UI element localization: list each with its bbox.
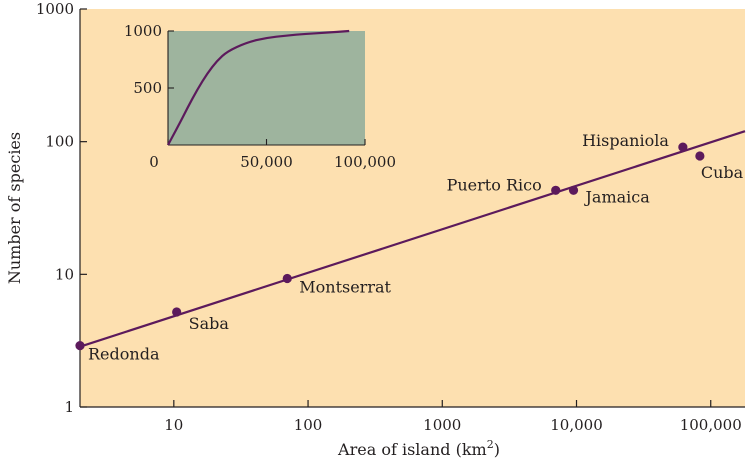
x-tick-label-10: 10 <box>164 416 183 434</box>
point-jamaica <box>568 185 579 195</box>
point-label-hispaniola: Hispaniola <box>582 131 669 150</box>
point-saba <box>172 307 182 317</box>
x-axis-title: Area of island (km2) <box>337 438 500 459</box>
point-hispaniola <box>678 142 688 152</box>
point-redonda <box>75 341 85 351</box>
point-label-cuba: Cuba <box>701 163 744 182</box>
inset-y-tick-label-1000: 1000 <box>124 22 162 40</box>
point-label-puerto-rico: Puerto Rico <box>447 175 542 194</box>
x-tick-label-1000: 1000 <box>423 416 461 434</box>
inset-curve <box>167 29 350 146</box>
x-tick-label-100-000: 100,000 <box>680 416 742 434</box>
point-montserrat <box>282 273 292 284</box>
y-axis-title: Number of species <box>5 132 24 284</box>
y-tick-label-1000: 1000 <box>36 0 74 18</box>
point-label-jamaica: Jamaica <box>584 187 651 206</box>
inset-x-tick-label-50-000: 50,000 <box>240 153 293 171</box>
y-tick-label-1: 1 <box>64 398 74 416</box>
point-label-saba: Saba <box>189 314 230 333</box>
point-puerto-rico <box>551 185 561 195</box>
y-tick-label-10: 10 <box>55 265 74 283</box>
inset-x-tick-label-100-000: 100,000 <box>334 153 396 171</box>
inset-y-tick-label-500: 500 <box>133 79 162 97</box>
x-tick-label-100: 100 <box>294 416 323 434</box>
point-cuba <box>695 151 705 161</box>
point-label-redonda: Redonda <box>88 345 160 364</box>
inset-background <box>168 31 365 145</box>
x-tick-label-10-000: 10,000 <box>550 416 603 434</box>
y-tick-label-100: 100 <box>45 133 74 151</box>
point-label-montserrat: Montserrat <box>299 278 391 297</box>
inset-x-tick-label-0: 0 <box>149 153 159 171</box>
fit-line <box>79 130 746 348</box>
